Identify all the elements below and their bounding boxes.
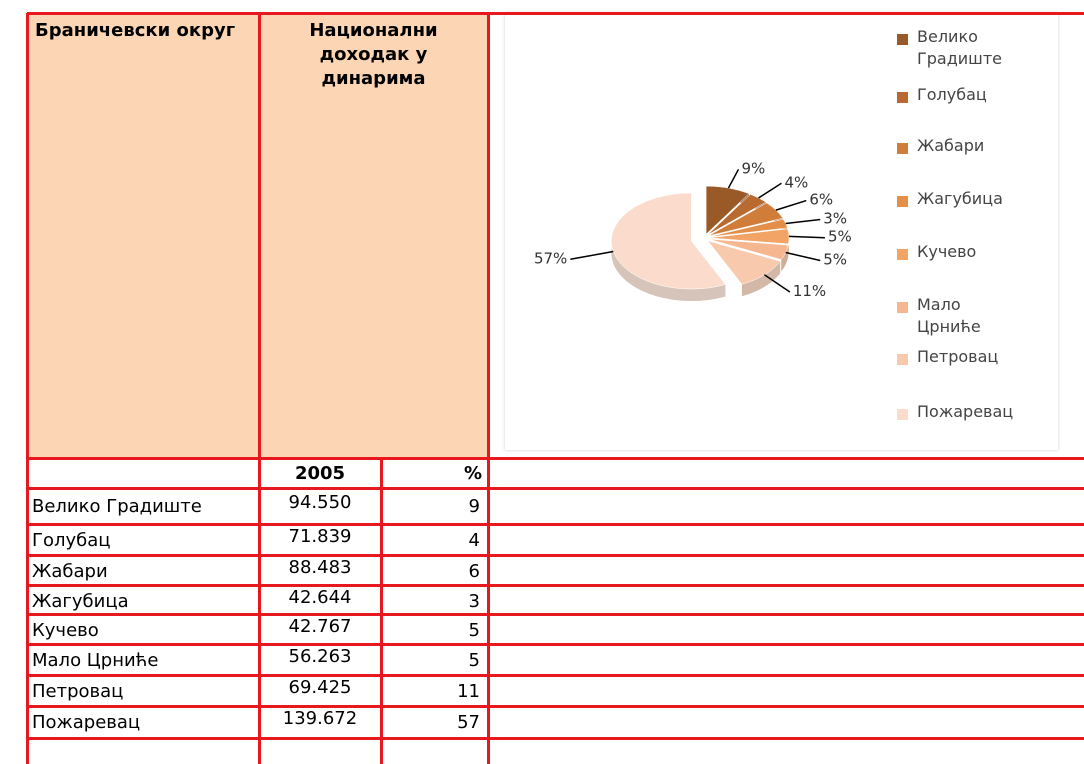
grid-line [27, 487, 488, 490]
legend-swatch [897, 92, 908, 103]
legend-label: Жабари [917, 136, 985, 155]
row-name: Мало Црниће [32, 650, 159, 671]
legend-swatch [897, 249, 908, 260]
row-income: 56.263 [288, 646, 352, 667]
leader-line [570, 250, 614, 261]
grid-line [488, 613, 1084, 616]
grid-line [27, 705, 488, 708]
data-label: 6% [809, 191, 833, 209]
data-label: 11% [793, 282, 826, 300]
pie-slice [611, 192, 726, 290]
grid-line [27, 584, 488, 587]
legend-swatch [897, 354, 908, 365]
header-income: Национални доходак у динарима [259, 13, 488, 458]
row-percent: 57 [457, 712, 480, 733]
row-income: 69.425 [288, 677, 352, 698]
header-district: Браничевски округ [27, 13, 259, 458]
legend-label: Голубац [917, 85, 987, 104]
pie-slice [705, 185, 750, 235]
pie-slice [708, 202, 784, 237]
header-percent: % [463, 463, 482, 484]
grid-line [488, 457, 1084, 460]
legend-swatch [897, 34, 908, 45]
legend-label: Мало Црниће [917, 295, 981, 336]
legend-label: Жагубица [917, 189, 1003, 208]
legend-label: Петровац [917, 347, 999, 366]
grid-line [27, 674, 488, 677]
row-percent: 11 [457, 681, 480, 702]
grid-line [27, 523, 488, 526]
row-percent: 5 [468, 620, 480, 641]
legend-label: Пожаревац [917, 402, 1014, 421]
data-label: 5% [823, 251, 847, 269]
row-income: 88.483 [288, 557, 352, 578]
legend-swatch [897, 143, 908, 154]
data-label: 9% [741, 159, 765, 177]
row-income: 139.672 [282, 708, 358, 729]
grid-line [488, 705, 1084, 708]
row-percent: 6 [468, 561, 480, 582]
grid-line [27, 643, 488, 646]
grid-line [487, 13, 490, 764]
grid-line [488, 487, 1084, 490]
legend-label: Велико Градиште [917, 27, 1002, 68]
legend-swatch [897, 409, 908, 420]
grid-line [27, 613, 488, 616]
row-percent: 9 [468, 496, 480, 517]
grid-line [488, 523, 1084, 526]
data-label: 3% [823, 209, 847, 227]
pie-slice [708, 228, 790, 245]
grid-line [26, 13, 29, 764]
leader-line [727, 168, 740, 189]
row-name: Пожаревац [32, 712, 141, 733]
row-name: Голубац [32, 530, 111, 551]
data-label: 5% [828, 228, 852, 246]
pie-slice [708, 218, 788, 238]
legend-swatch [897, 196, 908, 207]
row-income: 42.767 [288, 616, 352, 637]
grid-line [27, 737, 488, 740]
leader-line [763, 274, 791, 293]
grid-line [27, 554, 488, 557]
row-name: Жагубица [32, 591, 129, 612]
row-percent: 5 [468, 650, 480, 671]
row-income: 42.644 [288, 587, 352, 608]
grid-line [488, 674, 1084, 677]
row-name: Жабари [32, 561, 108, 582]
leader-line [788, 235, 825, 239]
pie-slice-side [741, 261, 781, 297]
data-label: 57% [534, 249, 567, 267]
row-name: Велико Градиште [32, 496, 202, 517]
grid-line [27, 457, 488, 460]
legend-label: Кучево [917, 242, 977, 261]
legend-swatch [897, 302, 908, 313]
pie-slice [708, 238, 789, 260]
leader-line [785, 218, 821, 225]
leader-line [775, 199, 807, 211]
grid-line [380, 458, 383, 764]
row-income: 94.550 [288, 492, 352, 513]
pie-slice-side [781, 245, 789, 272]
row-percent: 4 [468, 530, 480, 551]
data-label: 4% [784, 173, 808, 191]
pie-slice-side [611, 193, 726, 302]
leader-line [758, 182, 782, 199]
grid-line [27, 12, 1084, 15]
header-year: 2005 [294, 463, 346, 484]
grid-line [488, 737, 1084, 740]
row-income: 71.839 [288, 526, 352, 547]
leader-line [785, 251, 821, 262]
grid-line [488, 584, 1084, 587]
grid-line [258, 13, 261, 764]
row-name: Петровац [32, 681, 124, 702]
grid-line [488, 643, 1084, 646]
row-name: Кучево [32, 620, 99, 641]
row-percent: 3 [468, 591, 480, 612]
grid-line [488, 554, 1084, 557]
pie-slice [707, 194, 767, 236]
